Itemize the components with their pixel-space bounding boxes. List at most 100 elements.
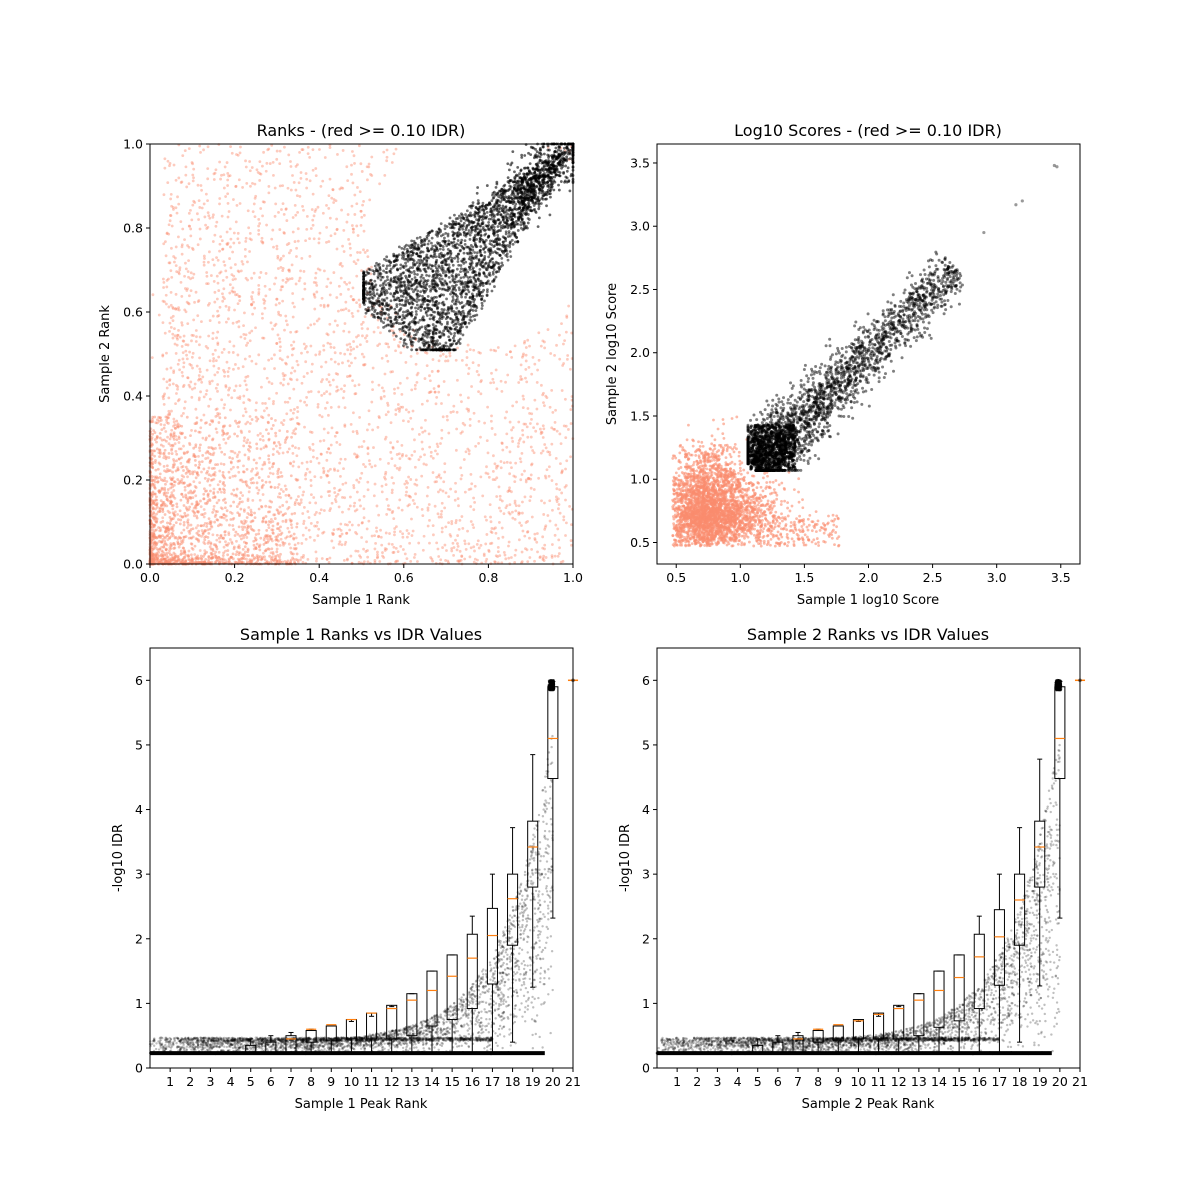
- data-point: [531, 449, 535, 452]
- data-point: [167, 223, 171, 227]
- data-point: [158, 526, 162, 530]
- data-point: [246, 260, 249, 264]
- data-point: [508, 250, 512, 253]
- data-point: [175, 452, 179, 456]
- data-point: [278, 301, 281, 305]
- data-point: [293, 305, 296, 309]
- data-point: [510, 356, 514, 359]
- data-point: [289, 496, 293, 500]
- data-point: [252, 539, 256, 543]
- data-point: [299, 399, 302, 403]
- data-point: [293, 407, 296, 411]
- data-point: [345, 343, 349, 347]
- data-point: [262, 150, 265, 154]
- data-point: [169, 316, 173, 320]
- data-point: [312, 214, 316, 218]
- data-point: [183, 400, 187, 404]
- data-point: [178, 543, 182, 546]
- data-point: [232, 231, 236, 235]
- data-point: [541, 449, 545, 453]
- data-point: [508, 489, 511, 493]
- data-point: [327, 240, 331, 243]
- data-point: [183, 436, 187, 439]
- data-point: [305, 214, 309, 218]
- data-point: [206, 199, 209, 203]
- data-point: [233, 308, 236, 312]
- data-point: [305, 460, 309, 464]
- data-point: [554, 495, 558, 499]
- data-point: [299, 269, 302, 273]
- data-point: [431, 524, 435, 528]
- data-point: [543, 443, 547, 446]
- data-point: [157, 419, 161, 423]
- data-point: [378, 342, 381, 346]
- data-point: [477, 442, 481, 445]
- data-point: [248, 231, 252, 235]
- data-point: [216, 258, 220, 262]
- data-point: [296, 558, 300, 562]
- data-point: [312, 496, 316, 499]
- data-point: [184, 261, 187, 265]
- data-point: [328, 489, 332, 493]
- data-point: [290, 353, 294, 357]
- data-point: [358, 498, 361, 502]
- data-point: [404, 454, 408, 458]
- data-point: [197, 534, 201, 537]
- data-point: [153, 534, 157, 538]
- data-point: [271, 423, 275, 427]
- data-point: [261, 401, 265, 405]
- data-point: [398, 498, 402, 502]
- data-point: [294, 446, 297, 450]
- data-point: [154, 459, 157, 462]
- data-point: [526, 476, 530, 480]
- data-point: [299, 171, 303, 174]
- data-point: [317, 237, 321, 241]
- data-point: [208, 319, 212, 322]
- data-point: [393, 391, 396, 395]
- data-point: [439, 222, 443, 226]
- data-point: [257, 229, 261, 232]
- data-point: [268, 162, 272, 165]
- data-point: [287, 268, 290, 272]
- data-point: [182, 546, 186, 550]
- data-point: [301, 493, 305, 497]
- data-point: [490, 527, 494, 530]
- data-point: [445, 297, 448, 301]
- data-point: [178, 335, 182, 339]
- data-point: [261, 240, 265, 244]
- data-point: [388, 508, 392, 512]
- data-point: [352, 483, 356, 487]
- data-point: [180, 321, 184, 325]
- data-point: [447, 393, 450, 397]
- data-point: [255, 401, 258, 405]
- data-point: [279, 488, 283, 491]
- data-point: [341, 149, 345, 152]
- data-point: [338, 461, 342, 465]
- data-point: [189, 434, 192, 438]
- data-point: [277, 210, 280, 214]
- data-point: [193, 455, 197, 458]
- data-point: [530, 417, 533, 421]
- data-point: [172, 369, 176, 373]
- data-point: [174, 449, 178, 453]
- data-point: [255, 168, 259, 172]
- data-point: [259, 271, 263, 274]
- data-point: [237, 325, 241, 329]
- data-point: [437, 555, 441, 558]
- data-point: [505, 410, 509, 414]
- data-point: [204, 436, 208, 440]
- data-point: [493, 462, 497, 466]
- data-point: [278, 149, 282, 153]
- data-point: [352, 504, 356, 508]
- data-point: [437, 385, 441, 388]
- data-point: [303, 282, 307, 286]
- data-point: [424, 270, 428, 274]
- data-point: [291, 301, 295, 305]
- data-point: [250, 329, 254, 333]
- data-point: [150, 417, 154, 421]
- data-point: [367, 165, 371, 169]
- data-point: [547, 465, 551, 469]
- data-point: [264, 294, 268, 298]
- data-point: [517, 420, 521, 424]
- data-point: [169, 192, 173, 196]
